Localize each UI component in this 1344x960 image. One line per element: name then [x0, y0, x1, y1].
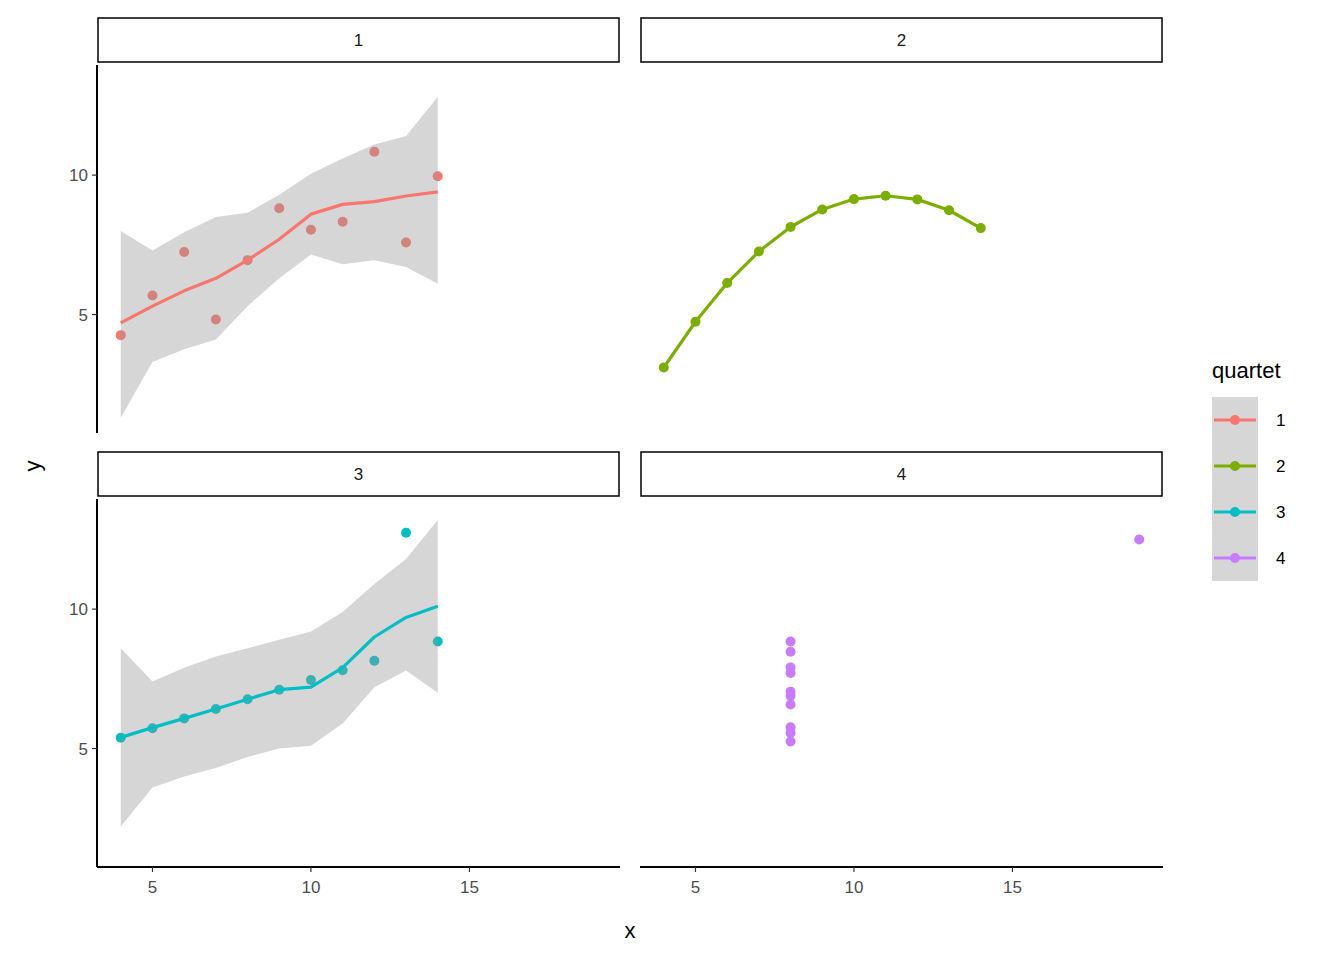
y-axis-line [96, 65, 98, 433]
strip-label: 3 [354, 465, 363, 484]
point [786, 647, 796, 657]
x-axis-line [97, 866, 620, 868]
strip-label: 1 [354, 31, 363, 50]
x-tick [469, 867, 470, 872]
y-tick [92, 609, 97, 610]
y-tick-label: 10 [69, 166, 88, 185]
point [786, 636, 796, 646]
smooth-line [121, 606, 438, 737]
confidence-band [121, 97, 438, 418]
x-axis-line [640, 866, 1163, 868]
x-tick-label: 15 [1003, 878, 1022, 897]
legend-point [1230, 553, 1240, 563]
point [786, 728, 796, 738]
strip-label: 4 [897, 465, 906, 484]
legend-point [1230, 415, 1240, 425]
y-tick [92, 748, 97, 749]
x-tick [853, 867, 854, 872]
strip-label: 2 [897, 31, 906, 50]
plot-area [116, 97, 443, 418]
x-tick [152, 867, 153, 872]
legend-point [1230, 507, 1240, 517]
y-axis-line [96, 499, 98, 867]
plot-area [659, 191, 986, 373]
chart: 15102351051015451015xyquartet1234 [0, 0, 1344, 960]
plot-area [786, 534, 1145, 746]
point [786, 699, 796, 709]
strip [98, 452, 619, 496]
y-tick-label: 10 [69, 600, 88, 619]
y-tick [92, 314, 97, 315]
strip [641, 452, 1162, 496]
legend-key [1212, 443, 1258, 489]
confidence-band [121, 520, 438, 827]
x-tick-label: 10 [844, 878, 863, 897]
point [786, 737, 796, 747]
y-tick-label: 5 [79, 306, 88, 325]
legend-point [1230, 461, 1240, 471]
legend-label: 2 [1276, 457, 1285, 476]
legend-key [1212, 489, 1258, 535]
point [786, 662, 796, 672]
y-axis-title: y [20, 461, 45, 472]
strip [98, 18, 619, 62]
strip [641, 18, 1162, 62]
plot-area [116, 520, 443, 827]
legend-title: quartet [1212, 358, 1281, 383]
legend-label: 1 [1276, 411, 1285, 430]
legend-label: 3 [1276, 503, 1285, 522]
legend-label: 4 [1276, 549, 1285, 568]
legend-key [1212, 397, 1258, 443]
legend-key [1212, 535, 1258, 581]
point [401, 528, 411, 538]
x-tick-label: 15 [460, 878, 479, 897]
x-tick-label: 5 [691, 878, 700, 897]
x-tick-label: 5 [148, 878, 157, 897]
smooth-line [664, 196, 981, 368]
point [1134, 534, 1144, 544]
x-tick-label: 10 [301, 878, 320, 897]
x-tick [1012, 867, 1013, 872]
smooth-line [121, 192, 438, 323]
point [786, 691, 796, 701]
x-tick [695, 867, 696, 872]
y-tick [92, 175, 97, 176]
x-axis-title: x [625, 918, 636, 943]
y-tick-label: 5 [79, 740, 88, 759]
x-tick [310, 867, 311, 872]
